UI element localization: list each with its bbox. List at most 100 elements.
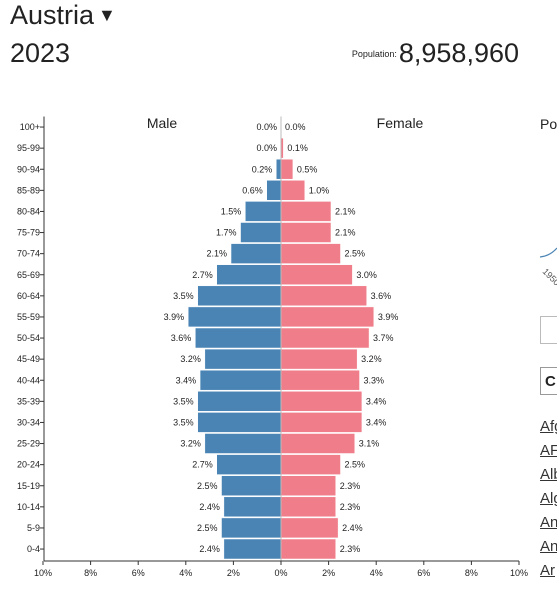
sidebar-input[interactable] — [540, 316, 557, 344]
female-value-label: 2.5% — [345, 460, 366, 470]
male-bar — [240, 222, 282, 243]
male-value-label: 2.4% — [199, 544, 220, 554]
male-bar — [223, 538, 282, 560]
male-value-label: 3.2% — [180, 354, 201, 364]
age-group-label: 45-49 — [17, 354, 40, 364]
x-tick-label: 6% — [132, 568, 145, 578]
male-bar — [216, 264, 282, 285]
female-value-label: 2.1% — [335, 206, 356, 216]
age-group-label: 30-34 — [17, 417, 40, 427]
age-group-label: 10-14 — [17, 502, 40, 512]
female-header: Female — [377, 115, 424, 131]
female-value-label: 2.1% — [335, 228, 356, 238]
female-bar — [280, 222, 332, 243]
country-link[interactable]: Afg — [540, 418, 557, 435]
male-bar — [221, 475, 282, 496]
female-value-label: 3.4% — [366, 417, 387, 427]
male-value-label: 3.9% — [164, 312, 185, 322]
female-bar — [280, 264, 353, 285]
female-bar — [280, 412, 363, 433]
sidebar-panel: Po 1950 C Afg AF Alb Alg An An Ar — [540, 0, 557, 599]
age-group-label: 55-59 — [17, 312, 40, 322]
country-link[interactable]: Alg — [540, 490, 557, 507]
female-value-label: 3.0% — [356, 270, 377, 280]
female-bar — [280, 454, 341, 475]
country-link[interactable]: An — [540, 514, 557, 531]
male-bar — [230, 243, 282, 264]
country-link[interactable]: An — [540, 538, 557, 555]
male-bar — [197, 285, 282, 307]
age-group-label: 70-74 — [17, 249, 40, 259]
female-value-label: 3.2% — [361, 354, 382, 364]
female-value-label: 3.6% — [371, 291, 392, 301]
male-bar — [266, 180, 282, 201]
sidebar-title: Po — [540, 116, 557, 132]
x-tick-label: 8% — [465, 568, 478, 578]
male-value-label: 3.2% — [180, 439, 201, 449]
female-value-label: 0.5% — [297, 164, 318, 174]
male-value-label: 3.4% — [176, 375, 197, 385]
male-bar — [223, 496, 282, 518]
female-bar — [280, 158, 294, 180]
male-value-label: 1.5% — [221, 206, 242, 216]
male-value-label: 1.7% — [216, 228, 237, 238]
age-group-label: 20-24 — [17, 460, 40, 470]
female-bar — [280, 180, 306, 201]
male-value-label: 3.6% — [171, 333, 192, 343]
male-bar — [204, 348, 282, 370]
mini-chart-fragment: 1950 — [540, 247, 557, 286]
male-bar — [197, 412, 282, 433]
age-group-label: 60-64 — [17, 291, 40, 301]
male-bar — [216, 454, 282, 475]
female-value-label: 0.0% — [285, 122, 306, 132]
female-value-label: 2.3% — [340, 544, 361, 554]
female-bar — [280, 306, 375, 328]
country-link[interactable]: Alb — [540, 466, 557, 483]
country-link[interactable]: AF — [540, 442, 557, 459]
female-value-label: 0.1% — [287, 143, 308, 153]
sidebar-button[interactable]: C — [540, 367, 557, 395]
male-value-label: 3.5% — [173, 396, 194, 406]
population-pyramid-chart: Male Female 100+ 0.0% 0.0% 95-99 0.0% 0.1% 90-94… — [17, 115, 528, 578]
male-bar — [275, 158, 282, 180]
age-group-label: 25-29 — [17, 439, 40, 449]
year-label: 2023 — [10, 38, 71, 68]
male-header: Male — [147, 115, 178, 131]
female-bar — [280, 517, 339, 539]
country-link[interactable]: Ar — [540, 562, 555, 579]
female-bar — [280, 327, 370, 349]
male-value-label: 2.5% — [197, 523, 218, 533]
female-bar — [280, 348, 358, 370]
dropdown-caret-icon: ▼ — [98, 5, 116, 25]
age-group-label: 50-54 — [17, 333, 40, 343]
age-group-label: 5-9 — [27, 523, 40, 533]
female-value-label: 3.1% — [359, 439, 380, 449]
male-bar — [197, 391, 282, 412]
male-bar — [204, 433, 282, 454]
male-bar — [245, 201, 282, 222]
female-value-label: 2.3% — [340, 502, 361, 512]
x-tick-label: 4% — [370, 568, 383, 578]
male-value-label: 3.5% — [173, 291, 194, 301]
x-tick-label: 2% — [227, 568, 240, 578]
male-value-label: 0.6% — [242, 185, 263, 195]
age-group-label: 0-4 — [27, 544, 40, 554]
female-value-label: 2.3% — [340, 481, 361, 491]
age-group-label: 95-99 — [17, 143, 40, 153]
age-group-label: 65-69 — [17, 270, 40, 280]
female-bar — [280, 391, 363, 412]
country-selector[interactable]: Austria ▼ — [10, 0, 116, 31]
male-value-label: 2.5% — [197, 481, 218, 491]
age-group-label: 15-19 — [17, 481, 40, 491]
female-value-label: 3.7% — [373, 333, 394, 343]
male-value-label: 2.7% — [192, 460, 213, 470]
male-bar — [195, 327, 282, 349]
female-value-label: 3.9% — [378, 312, 399, 322]
population-display: Population:8,958,960 — [352, 38, 519, 69]
population-label: Population: — [351, 49, 397, 59]
female-bar — [280, 285, 367, 307]
x-tick-label: 2% — [322, 568, 335, 578]
country-name: Austria — [10, 0, 95, 30]
male-value-label: 0.2% — [252, 164, 273, 174]
female-bar — [280, 475, 336, 496]
